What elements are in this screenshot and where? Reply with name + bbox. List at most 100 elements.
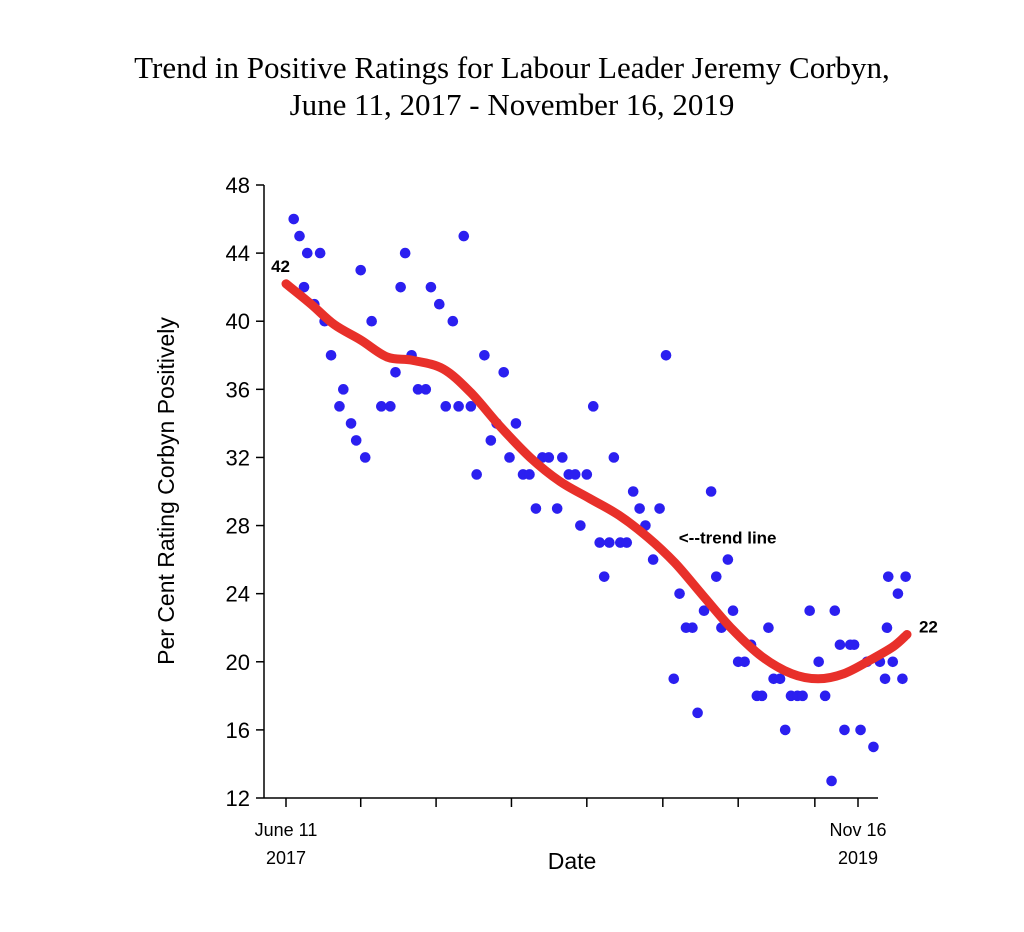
data-point bbox=[654, 503, 665, 514]
endpoint-label: 22 bbox=[919, 618, 938, 637]
data-point bbox=[879, 673, 891, 685]
data-point bbox=[687, 622, 698, 634]
data-point bbox=[440, 401, 452, 412]
data-point bbox=[604, 537, 615, 548]
y-tick-label: 36 bbox=[226, 377, 250, 402]
data-point bbox=[813, 656, 825, 668]
data-point bbox=[524, 469, 535, 480]
data-point bbox=[298, 281, 310, 293]
data-point bbox=[882, 571, 894, 582]
data-point bbox=[855, 724, 866, 736]
data-point bbox=[345, 418, 357, 429]
data-point bbox=[355, 264, 367, 276]
data-point bbox=[897, 673, 908, 685]
trend-line bbox=[281, 279, 912, 684]
x-tick-label: Nov 16 bbox=[829, 820, 886, 840]
data-point bbox=[504, 452, 515, 463]
data-point bbox=[425, 281, 437, 293]
data-point bbox=[587, 401, 599, 412]
y-axis-label: Per Cent Rating Corbyn Positively bbox=[153, 317, 179, 665]
data-point bbox=[498, 367, 510, 378]
y-tick-label: 40 bbox=[226, 309, 250, 334]
data-point bbox=[485, 435, 497, 446]
trend-line-annotation: <--trend line bbox=[679, 528, 777, 547]
data-point bbox=[465, 401, 477, 412]
y-tick-label: 44 bbox=[226, 241, 250, 266]
y-tick-label: 12 bbox=[226, 786, 250, 811]
data-point bbox=[447, 315, 459, 327]
data-point bbox=[458, 230, 470, 242]
x-tick-label-year: 2019 bbox=[838, 848, 878, 868]
data-point bbox=[434, 298, 445, 310]
data-point bbox=[892, 588, 904, 599]
data-point bbox=[763, 622, 774, 634]
data-point bbox=[314, 247, 326, 259]
data-point bbox=[510, 418, 522, 429]
x-axis: June 11 2017 Nov 16 2019 bbox=[255, 797, 887, 868]
data-point bbox=[634, 503, 645, 514]
data-point bbox=[797, 690, 808, 702]
data-point bbox=[420, 384, 432, 395]
data-point bbox=[543, 452, 555, 463]
data-point bbox=[530, 503, 542, 514]
data-point bbox=[376, 401, 387, 412]
data-point bbox=[834, 639, 846, 651]
data-point bbox=[581, 469, 593, 480]
data-point bbox=[839, 724, 850, 736]
data-point bbox=[412, 384, 424, 395]
y-tick-label: 32 bbox=[226, 445, 250, 470]
y-axis: 12 16 20 24 28 32 36 40 44 48 bbox=[226, 173, 265, 811]
data-point bbox=[301, 247, 313, 259]
endpoint-label: 42 bbox=[271, 257, 290, 276]
data-point bbox=[395, 281, 406, 293]
data-point bbox=[453, 401, 464, 412]
data-point bbox=[598, 571, 610, 582]
data-point bbox=[334, 401, 345, 412]
x-tick-label: June 11 bbox=[255, 820, 318, 840]
data-point bbox=[594, 537, 605, 548]
data-point bbox=[385, 401, 396, 412]
data-point bbox=[668, 673, 680, 685]
data-point bbox=[288, 213, 300, 225]
data-point bbox=[338, 384, 349, 395]
data-point bbox=[804, 605, 815, 616]
chart-subtitle: June 11, 2017 - November 16, 2019 bbox=[290, 87, 735, 122]
data-point bbox=[627, 486, 639, 497]
x-ticks: June 11 2017 Nov 16 2019 bbox=[255, 798, 887, 868]
y-tick-label: 48 bbox=[226, 173, 250, 198]
data-point bbox=[575, 520, 586, 531]
data-point bbox=[359, 452, 371, 463]
chart-title: Trend in Positive Ratings for Labour Lea… bbox=[134, 50, 890, 85]
data-point bbox=[819, 690, 831, 702]
data-point bbox=[325, 349, 337, 361]
data-point bbox=[647, 554, 659, 565]
data-point bbox=[705, 486, 717, 497]
data-point bbox=[366, 315, 377, 327]
data-point bbox=[399, 247, 411, 259]
y-tick-label: 20 bbox=[226, 650, 250, 675]
data-point bbox=[608, 452, 620, 463]
data-point bbox=[727, 605, 739, 616]
data-point bbox=[881, 622, 893, 634]
data-point bbox=[692, 707, 703, 719]
data-point bbox=[710, 571, 722, 582]
data-point bbox=[756, 690, 768, 702]
x-axis-label: Date bbox=[548, 848, 597, 874]
data-point bbox=[848, 639, 860, 651]
data-point bbox=[350, 435, 362, 446]
y-tick-label: 24 bbox=[226, 582, 250, 607]
data-point bbox=[390, 367, 401, 378]
data-point bbox=[471, 469, 482, 480]
data-point bbox=[829, 605, 841, 616]
y-tick-label: 16 bbox=[226, 718, 250, 743]
data-point bbox=[826, 775, 837, 787]
data-point bbox=[479, 349, 490, 361]
data-point bbox=[774, 673, 786, 685]
data-point bbox=[698, 605, 710, 616]
data-point bbox=[557, 452, 568, 463]
y-tick-label: 28 bbox=[226, 514, 250, 539]
data-point bbox=[722, 554, 734, 565]
data-point bbox=[569, 469, 581, 480]
data-point bbox=[660, 349, 672, 361]
